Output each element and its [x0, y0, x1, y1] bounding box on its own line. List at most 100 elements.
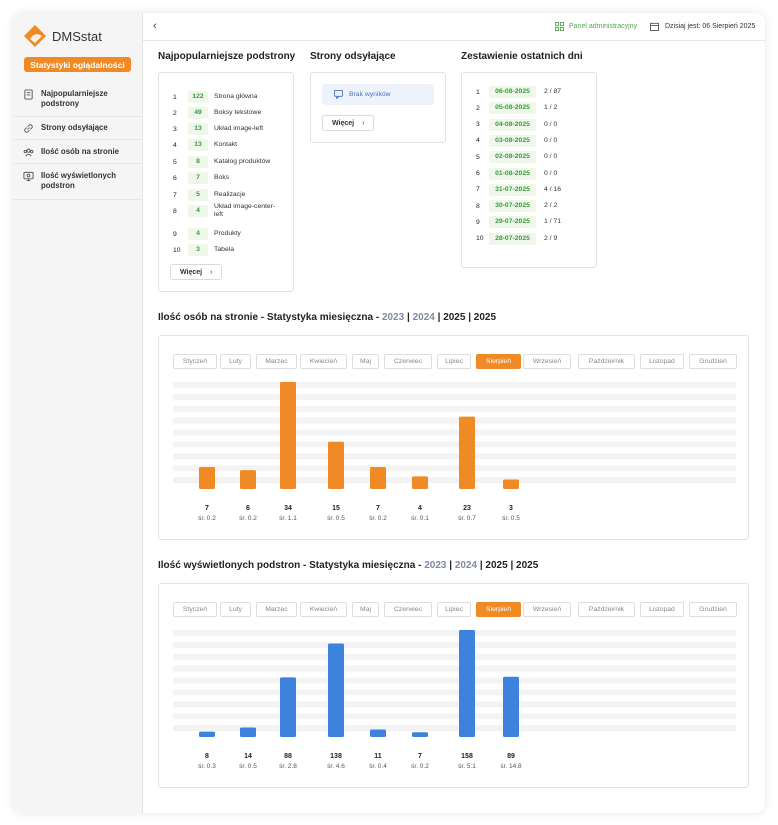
- bar-3[interactable]: [328, 441, 344, 489]
- sidebar-item-popular-pages[interactable]: Najpopularniejsze podstrony: [13, 89, 143, 109]
- bar-1[interactable]: [240, 470, 256, 489]
- topbar: ‹ Panel administracyjny Dzisiaj jest: 06…: [143, 13, 765, 41]
- bar-2[interactable]: [280, 677, 296, 737]
- bar-7[interactable]: [503, 479, 519, 489]
- month-tab-11[interactable]: Grudzień: [689, 354, 737, 369]
- bar-4[interactable]: [370, 729, 386, 737]
- visits-value: 0 / 0: [544, 153, 558, 161]
- month-tab-5[interactable]: Czerwiec: [384, 354, 432, 369]
- bar-value-label: 8: [205, 753, 209, 760]
- page-name: Produkty: [214, 230, 241, 237]
- table-row[interactable]: 7 5 Realizacje: [159, 188, 293, 202]
- month-tab-6[interactable]: Lipiec: [437, 354, 471, 369]
- recent-days-card: 1 06-08-2025 2 / 87 2 05-08-2025 1 / 2 3 04-08-…: [461, 72, 597, 268]
- table-row[interactable]: 4 13 Kontakt: [159, 138, 293, 152]
- visitors-title-text: Ilość osób na stronie - Statystyka miesi…: [158, 312, 382, 323]
- grid-stripe: [173, 382, 736, 388]
- month-tab-4[interactable]: Maj: [352, 354, 379, 369]
- row-number: 3: [476, 121, 480, 129]
- row-number: 10: [476, 235, 484, 243]
- table-row[interactable]: 3 13 Układ image-left: [159, 122, 293, 136]
- year-link-2024[interactable]: 2024: [454, 560, 478, 571]
- row-number: 7: [173, 191, 177, 199]
- grid-stripe: [173, 641, 736, 648]
- month-tab-8[interactable]: Wrzesień: [523, 602, 571, 617]
- admin-panel-link[interactable]: Panel administracyjny: [555, 22, 637, 31]
- bar-6[interactable]: [459, 630, 475, 737]
- table-row[interactable]: 1 122 Strona główna: [159, 90, 293, 104]
- bar-2[interactable]: [280, 382, 296, 489]
- year-link-2025[interactable]: 2025: [485, 560, 508, 571]
- bar-1[interactable]: [240, 727, 256, 737]
- page-name: Boks: [214, 174, 230, 181]
- sidebar-item-visitors[interactable]: Ilość osób na stronie: [13, 147, 143, 158]
- logo[interactable]: DMSstat: [23, 23, 102, 49]
- month-tab-4[interactable]: Maj: [352, 602, 379, 617]
- pageviews-title-text: Ilość wyświetlonych podstron - Statystyk…: [158, 560, 425, 571]
- bar-value-label: 15: [332, 505, 340, 512]
- month-tab-3[interactable]: Kwiecień: [300, 354, 347, 369]
- row-number: 6: [476, 170, 480, 177]
- no-results-label: Brak wyników: [349, 91, 391, 98]
- month-tab-0[interactable]: Styczeń: [173, 602, 217, 617]
- month-tab-2[interactable]: Marzec: [256, 602, 297, 617]
- stats-button[interactable]: Statystyki oglądalności: [24, 57, 131, 72]
- table-row[interactable]: 9 4 Produkty: [159, 227, 293, 241]
- grid-stripe: [173, 677, 736, 684]
- month-tab-9[interactable]: Październik: [578, 602, 635, 617]
- month-tab-6[interactable]: Lipiec: [437, 602, 471, 617]
- page-name: Boksy tekstowe: [214, 109, 262, 116]
- pageviews-chart-card: Styczeń Luty Marzec Kwiecień Maj Czerwiec Lipi…: [158, 583, 749, 788]
- bar-0[interactable]: [199, 731, 215, 737]
- month-tab-5[interactable]: Czerwiec: [384, 602, 432, 617]
- year-link-2023[interactable]: 2023: [381, 312, 405, 323]
- bar-7[interactable]: [503, 676, 519, 737]
- bar-chart: [173, 630, 736, 737]
- bar-average-label: śr. 0.5: [502, 515, 520, 522]
- month-tab-8[interactable]: Wrzesień: [523, 354, 571, 369]
- app-name: DMSstat: [52, 28, 102, 44]
- month-tab-11[interactable]: Grudzień: [689, 602, 737, 617]
- bar-5[interactable]: [412, 732, 428, 737]
- month-tab-3[interactable]: Kwiecień: [300, 602, 347, 617]
- sidebar-item-referrers[interactable]: Strony odsyłające: [13, 123, 143, 134]
- grid-stripe: [173, 701, 736, 708]
- month-tab-10[interactable]: Listopad: [640, 354, 684, 369]
- view-count-badge: 4: [188, 205, 208, 217]
- month-tab-9[interactable]: Październik: [578, 354, 635, 369]
- year-separator: |: [477, 560, 486, 571]
- year-link-2023[interactable]: 2023: [424, 560, 447, 571]
- month-tab-10[interactable]: Listopad: [640, 602, 684, 617]
- back-button[interactable]: ‹: [153, 20, 157, 32]
- month-tab-1[interactable]: Luty: [220, 602, 251, 617]
- row-number: 4: [476, 137, 480, 145]
- bar-6[interactable]: [459, 416, 475, 489]
- bar-value-label: 88: [284, 753, 292, 760]
- row-number: 3: [173, 125, 177, 133]
- month-tab-1[interactable]: Luty: [220, 354, 251, 369]
- bar-average-label: śr. 0.7: [458, 515, 476, 522]
- date-badge: 28-07-2025: [489, 232, 536, 245]
- bar-5[interactable]: [412, 476, 428, 489]
- table-row[interactable]: 2 49 Boksy tekstowe: [159, 106, 293, 120]
- referrers-more-button[interactable]: Więcej ›: [322, 115, 375, 131]
- bar-4[interactable]: [370, 466, 386, 489]
- month-tab-2[interactable]: Marzec: [256, 354, 297, 369]
- year-link-2024[interactable]: 2024: [412, 312, 435, 323]
- table-row[interactable]: 8 4 Układ image-center-left: [159, 203, 293, 218]
- month-tab-0[interactable]: Styczeń: [173, 354, 217, 369]
- sidebar-item-pageviews[interactable]: Ilość wyświetlonych podstron: [13, 171, 143, 191]
- table-row[interactable]: 5 8 Katalog produktów: [159, 155, 293, 169]
- month-tab-7[interactable]: Sierpień: [476, 354, 521, 369]
- bar-0[interactable]: [199, 466, 215, 489]
- bar-average-label: śr. 0.5: [327, 515, 345, 522]
- table-row: 10 28-07-2025 2 / 9: [462, 232, 596, 246]
- table-row[interactable]: 10 3 Tabela: [159, 243, 293, 257]
- table-row[interactable]: 6 7 Boks: [159, 171, 293, 185]
- more-label: Więcej: [332, 119, 355, 127]
- popular-more-button[interactable]: Więcej ›: [170, 264, 223, 280]
- popular-pages-card: 1 122 Strona główna 2 49 Boksy tekstowe 3 13 Ukł…: [158, 72, 294, 292]
- year-link-2025[interactable]: 2025: [443, 312, 466, 323]
- bar-3[interactable]: [328, 643, 344, 737]
- month-tab-7[interactable]: Sierpień: [476, 602, 521, 617]
